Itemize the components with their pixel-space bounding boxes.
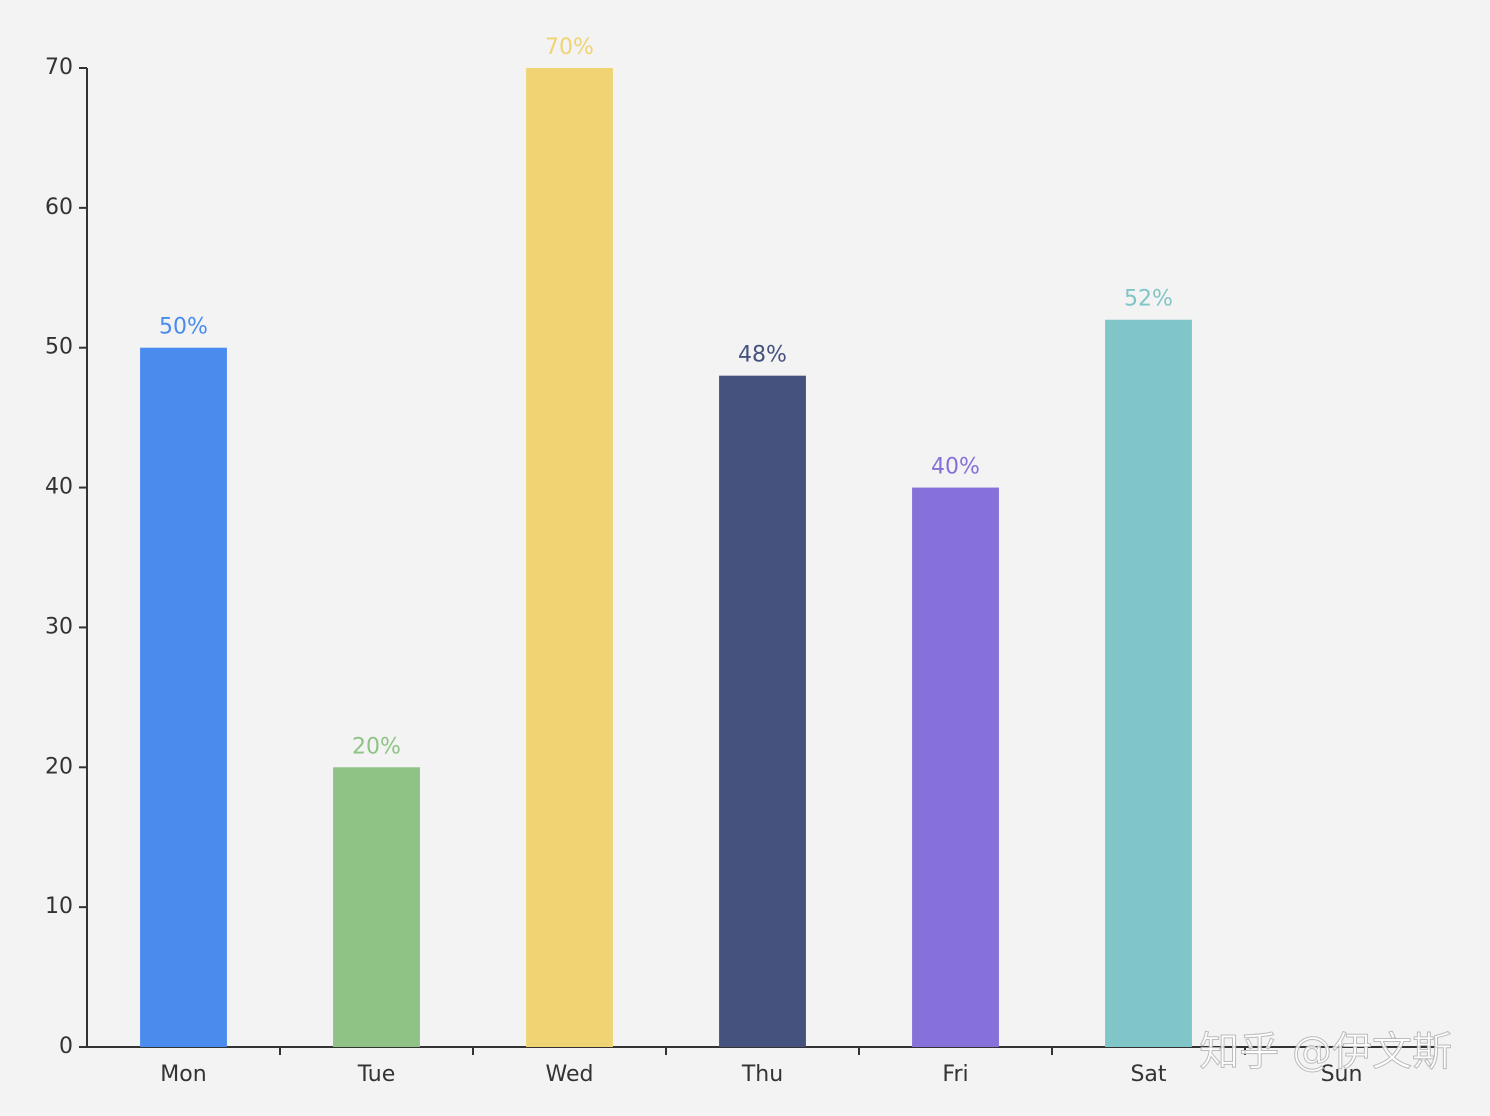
bar	[912, 487, 999, 1048]
value-label: 50%	[159, 315, 208, 340]
y-tick-label: 40	[45, 475, 73, 500]
y-tick-label: 10	[45, 894, 73, 919]
y-tick-label: 20	[45, 754, 73, 779]
x-tick-label: Wed	[546, 1062, 594, 1087]
bar	[719, 375, 806, 1048]
value-label: 70%	[545, 35, 594, 60]
x-tick-label: Mon	[160, 1062, 206, 1087]
value-label: 48%	[738, 343, 787, 368]
x-tick-label: Thu	[741, 1062, 783, 1087]
x-tick-label: Sun	[1321, 1062, 1363, 1087]
x-tick-label: Tue	[357, 1062, 396, 1087]
y-tick-label: 30	[45, 614, 73, 639]
value-label: 20%	[352, 734, 401, 759]
y-tick-label: 70	[45, 55, 73, 80]
bar	[140, 347, 227, 1047]
bar	[333, 767, 420, 1047]
y-tick-label: 50	[45, 335, 73, 360]
value-label: 52%	[1124, 287, 1173, 312]
value-label: 40%	[931, 455, 980, 480]
x-tick-label: Fri	[942, 1062, 968, 1087]
y-tick-label: 60	[45, 195, 73, 220]
bar	[526, 68, 613, 1047]
bar	[1105, 319, 1192, 1047]
x-tick-label: Sat	[1130, 1062, 1166, 1087]
watermark: 知乎 @伊文斯	[1199, 1029, 1452, 1075]
y-tick-label: 0	[59, 1034, 73, 1059]
